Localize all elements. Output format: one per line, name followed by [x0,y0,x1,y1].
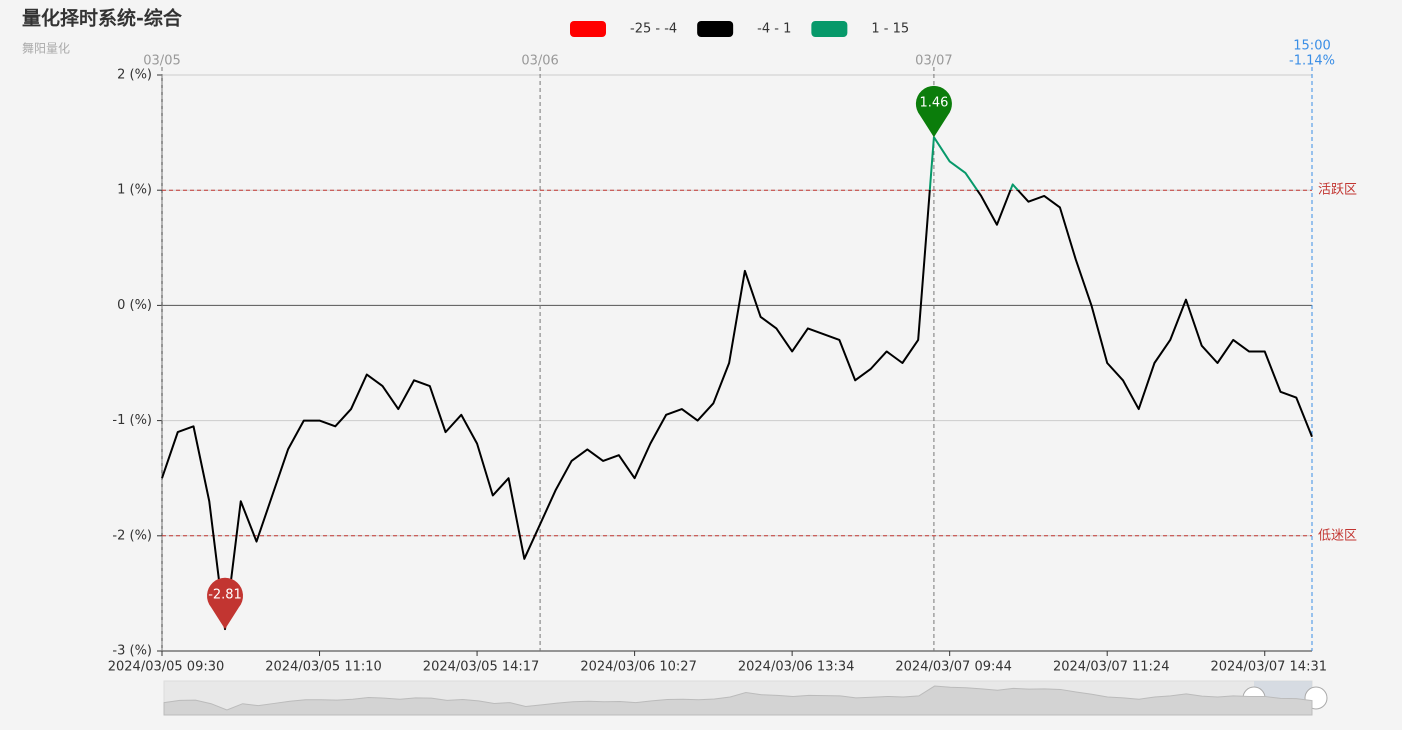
y-tick-label: 2 (%) [117,68,152,83]
legend-swatch [811,21,848,37]
mark-pin-label: 1.46 [919,96,948,111]
plot: -3 (%) -2 (%) -1 (%) 0 (%) 1 (%) 2 (%) 2024/03… [108,39,1357,675]
x-tick-label: 2024/03/05 09:30 [108,660,225,675]
day-label: 03/06 [521,54,558,69]
mark-pin-label: -2.81 [208,588,242,603]
x-tick-label: 2024/03/07 14:31 [1210,660,1327,675]
legend-swatch [570,21,606,37]
x-tick-label: 2024/03/06 10:27 [580,660,697,675]
day-label: 03/05 [143,54,180,69]
chart-title: 量化择时系统-综合 [22,7,183,30]
y-tick-label: 1 (%) [117,183,152,198]
end-value: -1.14% [1289,54,1335,69]
legend-label[interactable]: 1 - 15 [871,22,909,37]
mark-pin [915,85,952,138]
y-tick-label: -1 (%) [112,413,152,428]
end-time: 15:00 [1293,39,1330,54]
line [161,136,1313,631]
x-tick-label: 2024/03/05 14:17 [423,660,540,675]
mark-pin [207,577,244,630]
mark-line-label: 活跃区 [1318,183,1357,198]
y-tick-label: -3 (%) [112,644,152,659]
legend-label[interactable]: -25 - -4 [630,22,677,37]
legend-swatch [697,21,734,37]
chart-subtitle: 舞阳量化 [22,42,70,56]
zoom-preview [163,685,1313,716]
x-tick-label: 2024/03/06 13:34 [738,660,855,675]
x-tick-label: 2024/03/07 11:24 [1053,660,1170,675]
y-tick-label: 0 (%) [117,298,152,313]
day-label: 03/07 [915,54,952,69]
y-tick-label: -2 (%) [112,528,152,543]
legend-label[interactable]: -4 - 1 [757,22,791,37]
x-tick-label: 2024/03/05 11:10 [265,660,382,675]
mark-line-label: 低迷区 [1318,528,1357,543]
x-tick-label: 2024/03/07 09:44 [895,660,1012,675]
